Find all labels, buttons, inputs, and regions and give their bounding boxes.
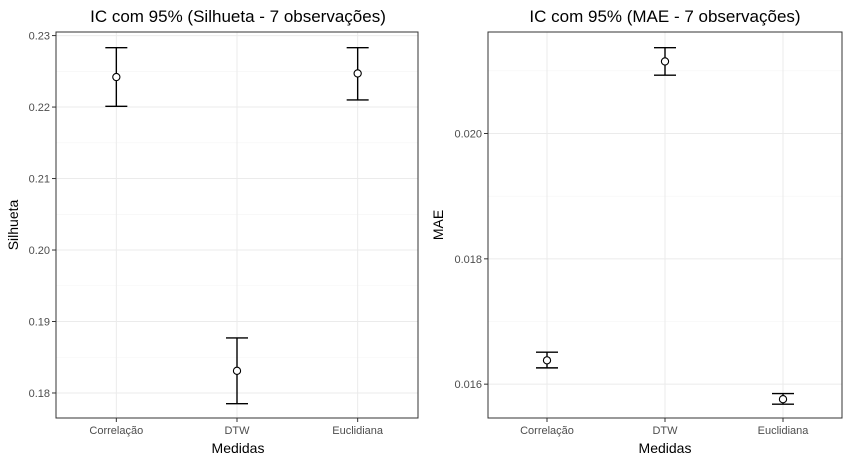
y-axis-title: Silhueta xyxy=(5,199,21,250)
x-tick-label: Correlação xyxy=(520,425,574,437)
errorbar-dtw xyxy=(654,46,676,76)
silhueta-chart: 0.18 0.19 0.20 0.21 0.22 0.23 Correlação DTW Euc… xyxy=(5,7,419,456)
errorbar-euclidiana xyxy=(772,392,794,405)
y-tick-label: 0.18 xyxy=(29,388,50,400)
plot-area: 0.016 0.018 0.020 Correlação DTW Euclidiana xyxy=(454,31,843,437)
x-tick-label: Euclidiana xyxy=(758,425,810,437)
y-tick-label: 0.22 xyxy=(29,102,50,114)
x-tick-label: DTW xyxy=(652,425,678,437)
errorbar-euclidiana xyxy=(346,47,369,101)
mean-point xyxy=(112,72,121,82)
mean-point xyxy=(232,366,242,375)
y-tick-label: 0.20 xyxy=(29,245,50,257)
mean-point xyxy=(542,356,552,365)
mean-point xyxy=(660,57,670,66)
x-axis-title: Medidas xyxy=(639,440,692,456)
mean-point xyxy=(778,395,788,404)
x-tick-label: Correlação xyxy=(89,425,143,437)
chart-title: IC com 95% (Silhueta - 7 observações) xyxy=(90,7,386,26)
x-tick-label: DTW xyxy=(224,425,250,437)
x-axis-title: Medidas xyxy=(212,440,265,456)
plot-area: 0.18 0.19 0.20 0.21 0.22 0.23 Correlação DTW Euc… xyxy=(29,31,419,437)
mae-chart: 0.016 0.018 0.020 Correlação DTW Euclidiana I… xyxy=(430,7,843,456)
errorbar-correlação xyxy=(105,47,128,108)
mean-point xyxy=(353,69,362,78)
errorbar-dtw xyxy=(226,337,248,405)
errorbar-correlação xyxy=(536,351,558,369)
y-tick-label: 0.21 xyxy=(29,174,50,186)
y-axis-title: MAE xyxy=(430,210,446,240)
y-tick-label: 0.018 xyxy=(454,254,482,266)
y-tick-label: 0.020 xyxy=(454,129,482,141)
x-tick-label: Euclidiana xyxy=(332,425,384,437)
chart-title: IC com 95% (MAE - 7 observações) xyxy=(529,7,800,26)
y-tick-label: 0.19 xyxy=(29,317,50,329)
y-tick-label: 0.23 xyxy=(29,31,50,43)
y-tick-label: 0.016 xyxy=(454,379,482,391)
